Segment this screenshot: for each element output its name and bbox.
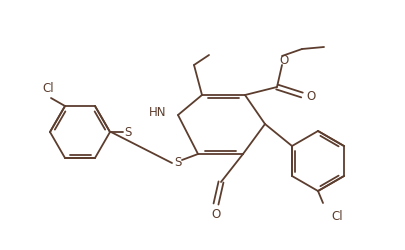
Text: S: S (174, 156, 182, 169)
Text: Cl: Cl (331, 209, 343, 222)
Text: O: O (211, 208, 221, 220)
Text: HN: HN (149, 106, 166, 119)
Text: O: O (306, 89, 315, 102)
Text: S: S (124, 126, 132, 139)
Text: Cl: Cl (42, 82, 53, 95)
Text: O: O (279, 53, 289, 66)
